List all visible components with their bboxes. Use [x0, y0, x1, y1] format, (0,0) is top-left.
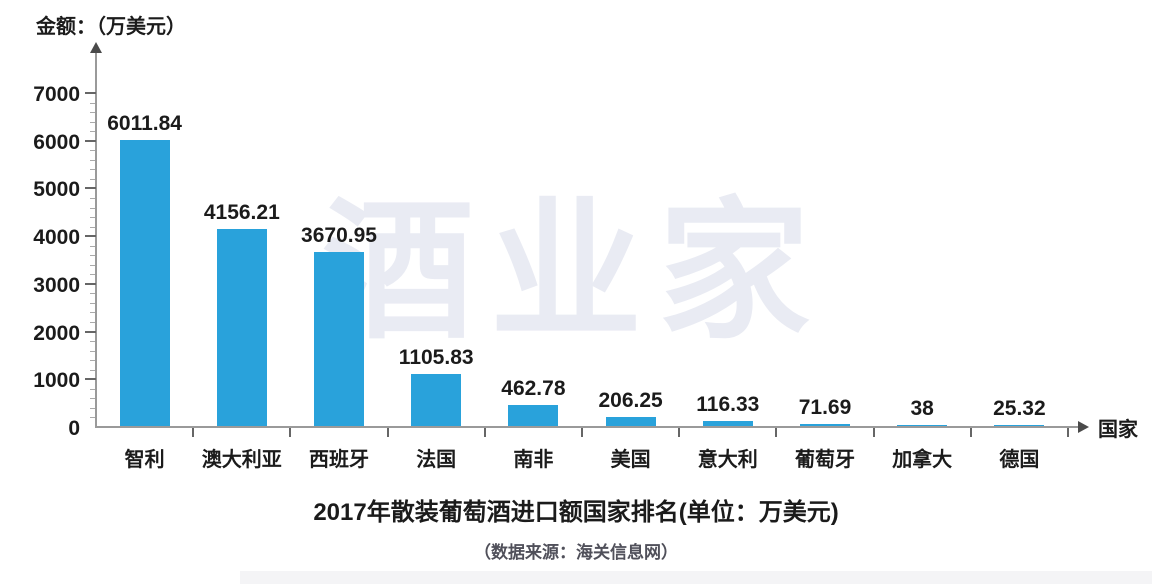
bar-value-label: 206.25: [598, 389, 663, 413]
chart-source-note: （数据来源：海关信息网）: [474, 543, 678, 562]
bar: [508, 404, 559, 427]
y-axis-minor-tick: [90, 398, 95, 400]
y-axis-major-tick: [85, 235, 96, 238]
x-axis-tick: [192, 428, 195, 437]
bar: [605, 417, 656, 427]
y-axis-tick-label: 1000: [33, 369, 80, 393]
x-axis-tick: [289, 428, 292, 437]
y-axis-minor-tick: [90, 312, 95, 314]
y-axis-minor-tick: [90, 360, 95, 362]
category-label: 西班牙: [309, 449, 369, 471]
x-axis-tick: [581, 428, 583, 437]
y-axis-line: [95, 52, 97, 427]
category-label: 葡萄牙: [795, 449, 855, 471]
bar-value-label: 116.33: [696, 393, 760, 417]
y-axis-minor-tick: [90, 341, 95, 343]
y-axis-minor-tick: [90, 407, 95, 409]
bar: [702, 421, 753, 427]
category-label: 美国: [610, 449, 651, 471]
y-axis-minor-tick: [90, 245, 95, 247]
y-axis-minor-tick: [90, 302, 95, 304]
y-axis-minor-tick: [90, 178, 95, 180]
x-axis-title: 国家: [1098, 419, 1138, 441]
y-axis-major-tick: [85, 282, 96, 285]
y-axis-minor-tick: [90, 255, 95, 257]
y-axis-tick-label: 0: [68, 417, 80, 440]
y-axis-minor-tick: [90, 417, 95, 419]
x-axis-tick: [872, 428, 875, 437]
category-label: 德国: [999, 449, 1040, 471]
y-axis-minor-tick: [90, 293, 95, 295]
bar-value-label: 71.69: [798, 395, 852, 419]
bar-value-label: 38: [910, 397, 934, 420]
y-axis-minor-tick: [90, 150, 95, 152]
y-axis-minor-tick: [90, 102, 95, 104]
x-axis-tick: [678, 428, 681, 437]
bar-value-label: 4156.21: [203, 200, 280, 224]
x-axis-tick: [483, 428, 486, 437]
y-axis-tick-label: 3000: [33, 273, 80, 297]
y-axis-minor-tick: [90, 322, 95, 324]
bar-value-label: 1105.83: [398, 346, 474, 370]
bar: [411, 374, 462, 427]
bar-value-label: 25.32: [993, 397, 1046, 420]
y-axis-major-tick: [85, 330, 96, 333]
x-axis-tick: [1067, 428, 1069, 437]
y-axis-minor-tick: [90, 369, 95, 371]
category-label: 加拿大: [892, 449, 953, 471]
bar-value-label: 6011.84: [107, 112, 182, 136]
y-axis-major-tick: [85, 92, 96, 94]
y-axis-minor-tick: [90, 121, 95, 123]
bar: [314, 251, 364, 427]
y-axis-minor-tick: [90, 274, 95, 276]
watermark-text: 酒业家: [322, 187, 826, 357]
category-label: 意大利: [697, 449, 758, 471]
bottom-strip: [240, 571, 1152, 584]
y-axis-minor-tick: [90, 207, 95, 209]
y-axis-minor-tick: [90, 131, 95, 133]
y-axis-minor-tick: [90, 169, 95, 171]
y-axis-tick-label: 6000: [33, 130, 80, 154]
y-axis-minor-tick: [90, 350, 95, 352]
y-axis-minor-tick: [90, 217, 95, 219]
y-axis-title: 金额：（万美元）: [36, 16, 186, 38]
bar: [216, 228, 267, 427]
y-axis-minor-tick: [90, 388, 95, 390]
y-axis-minor-tick: [90, 159, 95, 161]
y-axis-major-tick: [85, 139, 96, 142]
y-axis-major-tick: [85, 378, 96, 381]
category-label: 澳大利亚: [201, 449, 282, 471]
category-label: 智利: [124, 449, 165, 471]
y-axis-minor-tick: [90, 112, 95, 114]
category-label: 法国: [416, 449, 457, 471]
x-axis-tick: [775, 428, 778, 437]
bar: [119, 140, 170, 427]
y-axis-minor-tick: [90, 264, 95, 266]
y-axis-minor-tick: [90, 226, 95, 228]
bar: [800, 423, 850, 427]
chart-title: 2017年散装葡萄酒进口额国家排名(单位：万美元): [313, 499, 839, 526]
x-axis-tick: [386, 428, 389, 437]
y-axis-major-tick: [85, 187, 96, 190]
x-axis-line: [95, 426, 1080, 428]
y-axis-tick-label: 2000: [33, 321, 80, 345]
y-axis-tick-label: 4000: [33, 226, 80, 250]
bar-value-label: 462.78: [501, 376, 566, 400]
y-axis-tick-label: 7000: [33, 83, 80, 106]
y-axis-minor-tick: [90, 197, 95, 199]
x-axis-tick: [969, 428, 972, 437]
y-axis-tick-label: 5000: [33, 178, 80, 202]
category-label: 南非: [513, 449, 554, 471]
bar-value-label: 3670.95: [301, 223, 377, 247]
y-axis-arrow-icon: [90, 42, 102, 53]
x-axis-arrow-icon: [1078, 421, 1089, 433]
